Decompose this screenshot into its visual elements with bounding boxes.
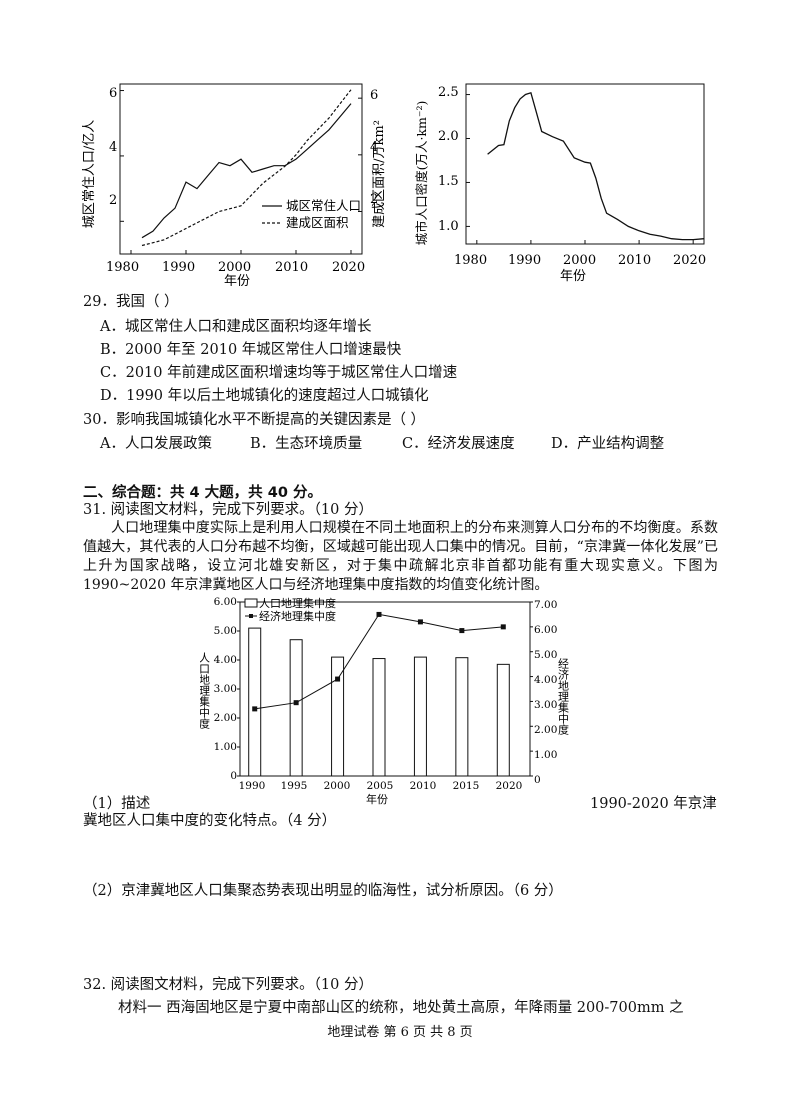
c2-y-tick: 2.5 — [438, 85, 459, 100]
concentration-index-chart: 人口地理集中度 经济地理集中度 0 1.00 2.00 3.00 4.00 5.… — [200, 596, 570, 806]
c3-y-right-label: 经济地理集中度 — [557, 658, 570, 736]
c3-economic-point — [252, 706, 258, 712]
c1-yl-tick: 6 — [109, 86, 117, 101]
c3-yl-tick: 5.00 — [214, 625, 237, 637]
c3-population-bar — [372, 658, 386, 777]
c3-yr-tick: 3.00 — [534, 699, 557, 711]
c1-x-tick: 2000 — [218, 260, 251, 275]
question-29-stem: 29．我国（ ） — [83, 294, 179, 310]
c1-x-tick: 2010 — [275, 260, 308, 275]
c1-population-line — [141, 103, 352, 239]
c3-x-tick: 2010 — [410, 780, 437, 792]
question-32-material-1: 材料一 西海固地区是宁夏中南部山区的统称，地处黄土高原，年降雨量 200-700… — [118, 1000, 684, 1016]
c3-x-tick: 2005 — [367, 780, 394, 792]
question-32-stem: 32. 阅读图文材料，完成下列要求。（10 分） — [83, 977, 373, 993]
c3-legend-marker — [249, 614, 253, 618]
c2-density-line — [487, 91, 705, 241]
c2-x-tick: 2010 — [618, 253, 651, 268]
c3-yr-tick: 2.00 — [534, 724, 557, 736]
c3-yr-tick: 1.00 — [534, 749, 557, 761]
c3-x-tick: 1995 — [281, 780, 308, 792]
c3-yr-tick: 6.00 — [534, 624, 557, 636]
question-30-option-a: A．人口发展政策 — [100, 436, 212, 452]
c3-yl-tick: 1.00 — [214, 741, 237, 753]
c3-yr-tick: 4.00 — [534, 674, 557, 686]
c1-x-tick: 2020 — [332, 260, 365, 275]
c3-x-tick: 1990 — [239, 780, 266, 792]
c2-y-tick: 1.0 — [438, 219, 459, 234]
c3-yr-tick: 5.00 — [534, 649, 557, 661]
c3-legend-label: 人口地理集中度 — [259, 596, 336, 610]
c3-population-bar — [331, 656, 345, 777]
c1-yr-tick: 6 — [370, 88, 378, 103]
c3-population-bar — [455, 657, 469, 777]
c3-yl-tick: 2.00 — [214, 712, 237, 724]
urban-density-chart: 1980 1990 2000 2010 2020 年份 1.0 1.5 2.0 … — [414, 83, 706, 284]
question-29-option-c: C．2010 年前建成区面积增速均等于城区常住人口增速 — [100, 365, 458, 381]
c3-economic-point — [335, 676, 341, 682]
question-29-option-d: D．1990 年以后土地城镇化的速度超过人口城镇化 — [100, 388, 429, 404]
page-footer: 地理试卷 第 6 页 共 8 页 — [327, 1025, 473, 1040]
question-30-stem: 30．影响我国城镇化水平不断提高的关键因素是（ ） — [83, 412, 426, 428]
c1-yr-tick: 2 — [370, 192, 378, 207]
c3-yr-tick: 0 — [534, 774, 541, 786]
question-29-option-b: B．2000 年至 2010 年城区常住人口增速最快 — [100, 342, 402, 358]
c2-x-tick: 1980 — [454, 253, 487, 268]
c1-x-label: 年份 — [224, 274, 250, 286]
question-30-option-d: D．产业结构调整 — [551, 436, 665, 452]
question-30-option-c: C．经济发展速度 — [402, 436, 515, 452]
c3-y-left-label: 人口地理集中度 — [200, 652, 211, 730]
c3-x-tick: 2000 — [324, 780, 351, 792]
c1-area-line — [141, 89, 352, 247]
c3-economic-point — [500, 624, 506, 630]
c3-population-bar — [496, 663, 510, 777]
c3-yl-tick: 3.00 — [214, 683, 237, 695]
c3-yl-tick: 4.00 — [214, 654, 237, 666]
c3-x-tick: 2015 — [453, 780, 480, 792]
c1-yl-tick: 2 — [109, 193, 117, 208]
c3-x-label: 年份 — [366, 792, 388, 806]
c3-legend-bar-swatch — [244, 598, 258, 608]
section-2-heading: 二、综合题：共 4 大题，共 40 分。 — [83, 485, 322, 501]
c2-y-tick: 2.0 — [438, 129, 459, 144]
c3-economic-point — [417, 619, 423, 625]
c2-x-tick: 1990 — [508, 253, 541, 268]
c1-y-left-label: 城区常住人口/亿人 — [82, 120, 97, 228]
c3-population-bar — [289, 639, 303, 777]
c3-legend-label: 经济地理集中度 — [259, 609, 336, 623]
question-31-part-2: （2）京津冀地区人口集聚态势表现出明显的临海性，试分析原因。（6 分） — [83, 883, 563, 899]
urban-population-area-chart: 1980 1990 2000 2010 2020 年份 2 4 6 2 4 6 … — [82, 83, 386, 286]
c2-x-tick: 2000 — [563, 253, 596, 268]
c3-population-bar — [248, 627, 262, 777]
c3-economic-point — [459, 628, 465, 634]
c1-yl-tick: 4 — [109, 140, 117, 155]
c2-x-label: 年份 — [560, 269, 586, 284]
c3-yl-tick: 6.00 — [214, 596, 237, 608]
c3-population-bar — [413, 656, 427, 777]
question-31-part-1-right: 1990-2020 年京津 — [590, 796, 717, 812]
c1-legend-label: 城区常住人口 — [286, 198, 361, 213]
c2-y-tick: 1.5 — [438, 174, 459, 189]
c1-x-tick: 1990 — [162, 260, 195, 275]
question-31-part-1-left: （1）描述 — [83, 796, 151, 812]
question-30-option-b: B．生态环境质量 — [250, 436, 363, 452]
c2-plot-frame — [465, 83, 705, 245]
c1-x-tick: 1980 — [106, 260, 139, 275]
question-31-part-1-cont: 冀地区人口集中度的变化特点。（4 分） — [83, 813, 337, 829]
c3-economic-point — [293, 700, 299, 706]
c2-x-tick: 2020 — [673, 253, 706, 268]
c1-y-right-label: 建成区面积/万km² — [372, 120, 386, 228]
c3-economic-point — [376, 611, 382, 617]
c3-x-tick: 2020 — [496, 780, 523, 792]
c1-yr-tick: 4 — [370, 140, 378, 155]
c1-legend-label: 建成区面积 — [286, 215, 349, 230]
question-29-option-a: A．城区常住人口和建成区面积均逐年增长 — [100, 319, 372, 335]
c3-yl-tick: 0 — [230, 770, 237, 782]
c2-y-label: 城市人口密度(万人·km⁻²) — [414, 101, 429, 246]
question-31-material: 人口地理集中度实际上是利用人口规模在不同土地面积上的分布来测算人口分布的不均衡度… — [83, 520, 718, 593]
c3-yr-tick: 7.00 — [534, 599, 557, 611]
question-31-stem: 31. 阅读图文材料，完成下列要求。（10 分） — [83, 502, 373, 518]
